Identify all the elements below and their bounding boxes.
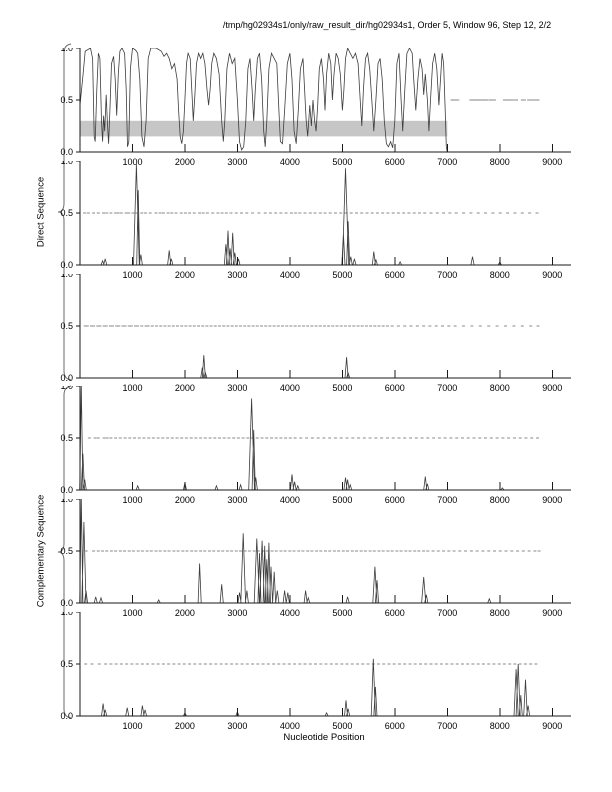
- x-tick-label: 2000: [175, 383, 195, 393]
- panel-direct-frame-2: 1.0 0.5 0.0 1000 2000 3000 4000 5000 6000 7000 800…: [60, 161, 571, 280]
- y-tick-label: 1.0: [60, 386, 73, 391]
- x-tick-label: 2000: [175, 270, 195, 280]
- x-tick-label: 9000: [542, 495, 562, 505]
- x-tick-label: 3000: [227, 270, 247, 280]
- x-tick-label: 1000: [122, 608, 142, 618]
- x-tick-label: 5000: [332, 157, 352, 167]
- x-tick-label: 7000: [437, 157, 457, 167]
- y-tick-label: 0.0: [60, 598, 73, 608]
- y-tick-label: 0.5: [60, 208, 73, 218]
- x-tick-label: 3000: [227, 383, 247, 393]
- x-tick-label: 3000: [227, 495, 247, 505]
- x-tick-label: 1000: [122, 157, 142, 167]
- y-tick-label: 0.5: [60, 659, 73, 669]
- x-tick-label: 9000: [542, 270, 562, 280]
- x-tick-label: 7000: [437, 270, 457, 280]
- y-tick-label: 1.0: [60, 161, 73, 166]
- axes: [76, 499, 571, 604]
- x-tick-label: 2000: [175, 157, 195, 167]
- y-tick-label: 1.0: [60, 499, 73, 504]
- x-tick-label: 9000: [542, 721, 562, 731]
- probability-trace: [80, 164, 568, 266]
- x-tick-label: 3000: [227, 608, 247, 618]
- panel-direct-frame-1: 1.0 0.5 0.0 1000 2000 3000 4000 5000 6000 7000 800…: [60, 48, 571, 167]
- x-tick-label: 1000: [122, 383, 142, 393]
- x-tick-label: 3000: [227, 721, 247, 731]
- x-tick-label: 6000: [385, 721, 405, 731]
- x-tick-label: 8000: [490, 495, 510, 505]
- x-tick-label: 2000: [175, 608, 195, 618]
- tick-labels: 1.0 0.5 0.0 1000 2000 3000 4000 5000 6000 7000 800…: [60, 48, 562, 167]
- axes: [76, 161, 571, 266]
- x-tick-label: 6000: [385, 157, 405, 167]
- probability-trace: [79, 48, 448, 153]
- x-tick-label: 5000: [332, 270, 352, 280]
- y-tick-label: 1.0: [60, 48, 73, 53]
- x-tick-label: 5000: [332, 721, 352, 731]
- axes: [76, 386, 571, 491]
- x-tick-label: 8000: [490, 383, 510, 393]
- panel-complementary-frame-3: 1.0 0.5 0.0 1000 2000 3000 4000 5000 6000 7000 800…: [60, 612, 571, 731]
- y-tick-label: 0.5: [60, 433, 73, 443]
- x-tick-label: 4000: [280, 383, 300, 393]
- y-tick-label: 1.0: [60, 612, 73, 617]
- y-tick-label: 0.5: [60, 95, 73, 105]
- x-tick-label: 4000: [280, 495, 300, 505]
- y-tick-label: 0.5: [60, 321, 73, 331]
- x-tick-label: 4000: [280, 608, 300, 618]
- x-tick-label: 5000: [332, 608, 352, 618]
- panel-complementary-frame-1: 1.0 0.5 0.0 1000 2000 3000 4000 5000 6000 7000 800…: [60, 386, 571, 505]
- x-tick-label: 6000: [385, 495, 405, 505]
- x-axis-title: Nucleotide Position: [283, 732, 365, 743]
- x-tick-label: 7000: [437, 608, 457, 618]
- x-tick-label: 4000: [280, 157, 300, 167]
- x-tick-label: 5000: [332, 383, 352, 393]
- tick-labels: 1.0 0.5 0.0 1000 2000 3000 4000 5000 6000 7000 800…: [60, 161, 562, 280]
- x-tick-label: 6000: [385, 270, 405, 280]
- x-tick-label: 4000: [280, 721, 300, 731]
- x-tick-label: 5000: [332, 495, 352, 505]
- tick-labels: 1.0 0.5 0.0 1000 2000 3000 4000 5000 6000 7000 800…: [60, 274, 562, 393]
- axes: [76, 612, 571, 717]
- tick-labels: 1.0 0.5 0.0 1000 2000 3000 4000 5000 6000 7000 800…: [60, 386, 562, 505]
- x-tick-label: 7000: [437, 383, 457, 393]
- x-tick-label: 2000: [175, 495, 195, 505]
- x-tick-label: 2000: [175, 721, 195, 731]
- y-tick-label: 0.0: [60, 373, 73, 383]
- tick-labels: 1.0 0.5 0.0 1000 2000 3000 4000 5000 6000 7000 800…: [60, 612, 562, 731]
- y-tick-label: 0.0: [60, 147, 73, 157]
- x-tick-label: 7000: [437, 495, 457, 505]
- x-tick-label: 4000: [280, 270, 300, 280]
- x-tick-label: 9000: [542, 383, 562, 393]
- axes: [76, 274, 571, 379]
- x-tick-label: 6000: [385, 383, 405, 393]
- panel-complementary-frame-2: 1.0 0.5 0.0 1000 2000 3000 4000 5000 6000 7000 800…: [60, 499, 571, 618]
- x-tick-label: 7000: [437, 721, 457, 731]
- x-tick-label: 9000: [542, 608, 562, 618]
- x-tick-label: 6000: [385, 608, 405, 618]
- x-tick-label: 1000: [122, 721, 142, 731]
- figure-title: /tmp/hg02934s1/only/raw_result_dir/hg029…: [222, 20, 552, 30]
- y-tick-label: 0.0: [60, 260, 73, 270]
- x-tick-label: 3000: [227, 157, 247, 167]
- panel-direct-frame-3: 1.0 0.5 0.0 1000 2000 3000 4000 5000 6000 7000 800…: [60, 274, 571, 393]
- x-tick-label: 1000: [122, 270, 142, 280]
- y-tick-label: 0.0: [60, 711, 73, 721]
- x-tick-label: 8000: [490, 270, 510, 280]
- x-tick-label: 8000: [490, 721, 510, 731]
- x-tick-label: 8000: [490, 608, 510, 618]
- y-tick-label: 1.0: [60, 274, 73, 279]
- y-tick-label: 0.0: [60, 485, 73, 495]
- x-tick-label: 9000: [542, 157, 562, 167]
- probability-trace: [80, 658, 568, 717]
- axes: [76, 48, 571, 153]
- tick-labels: 1.0 0.5 0.0 1000 2000 3000 4000 5000 6000 7000 800…: [60, 499, 562, 618]
- x-tick-label: 8000: [490, 157, 510, 167]
- probability-trace: [79, 499, 568, 604]
- x-tick-label: 1000: [122, 495, 142, 505]
- y-tick-label: 0.5: [60, 546, 73, 556]
- probability-trace: [80, 355, 568, 379]
